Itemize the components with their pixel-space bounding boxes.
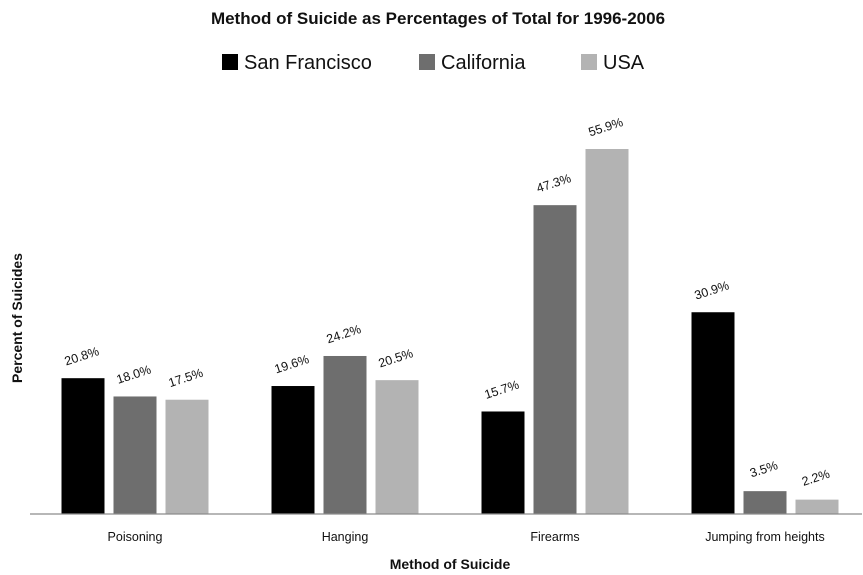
category-labels-group: Poisoning Hanging Firearms Jumping from hei… bbox=[108, 530, 825, 544]
bar-2-0 bbox=[481, 411, 525, 514]
legend-swatch-1 bbox=[419, 54, 435, 70]
data-label-1-0: 19.6% bbox=[273, 352, 311, 376]
y-axis-title: Percent of Suicides bbox=[9, 253, 25, 383]
category-label-1: Hanging bbox=[322, 530, 369, 544]
bar-2-2 bbox=[585, 149, 629, 514]
data-label-3-0: 30.9% bbox=[693, 278, 731, 302]
legend-label-0: San Francisco bbox=[244, 52, 372, 74]
x-axis-title: Method of Suicide bbox=[390, 556, 511, 572]
bar-0-1 bbox=[113, 396, 157, 514]
category-label-2: Firearms bbox=[530, 530, 579, 544]
legend: San Francisco California USA bbox=[222, 52, 645, 74]
bar-3-2 bbox=[795, 499, 839, 514]
data-label-0-0: 20.8% bbox=[63, 344, 101, 368]
bar-0-0 bbox=[61, 378, 105, 514]
legend-label-1: California bbox=[441, 52, 526, 74]
data-label-0-1: 18.0% bbox=[115, 363, 153, 387]
data-label-3-2: 2.2% bbox=[800, 467, 831, 489]
data-label-1-1: 24.2% bbox=[325, 322, 363, 346]
bar-1-2 bbox=[375, 380, 419, 514]
legend-swatch-2 bbox=[581, 54, 597, 70]
data-label-2-1: 47.3% bbox=[535, 171, 573, 195]
bar-1-0 bbox=[271, 386, 315, 514]
data-label-3-1: 3.5% bbox=[748, 458, 779, 480]
legend-swatch-0 bbox=[222, 54, 238, 70]
data-label-2-0: 15.7% bbox=[483, 378, 521, 402]
legend-label-2: USA bbox=[603, 52, 645, 74]
bar-3-0 bbox=[691, 312, 735, 514]
data-label-0-2: 17.5% bbox=[167, 366, 205, 390]
bars-group bbox=[61, 149, 839, 514]
bar-1-1 bbox=[323, 355, 367, 514]
bar-2-1 bbox=[533, 205, 577, 514]
bar-0-2 bbox=[165, 399, 209, 514]
bar-3-1 bbox=[743, 491, 787, 514]
chart-title: Method of Suicide as Percentages of Tota… bbox=[211, 9, 665, 28]
data-label-2-2: 55.9% bbox=[587, 115, 625, 139]
category-label-3: Jumping from heights bbox=[705, 530, 825, 544]
data-label-1-2: 20.5% bbox=[377, 346, 415, 370]
category-label-0: Poisoning bbox=[108, 530, 163, 544]
